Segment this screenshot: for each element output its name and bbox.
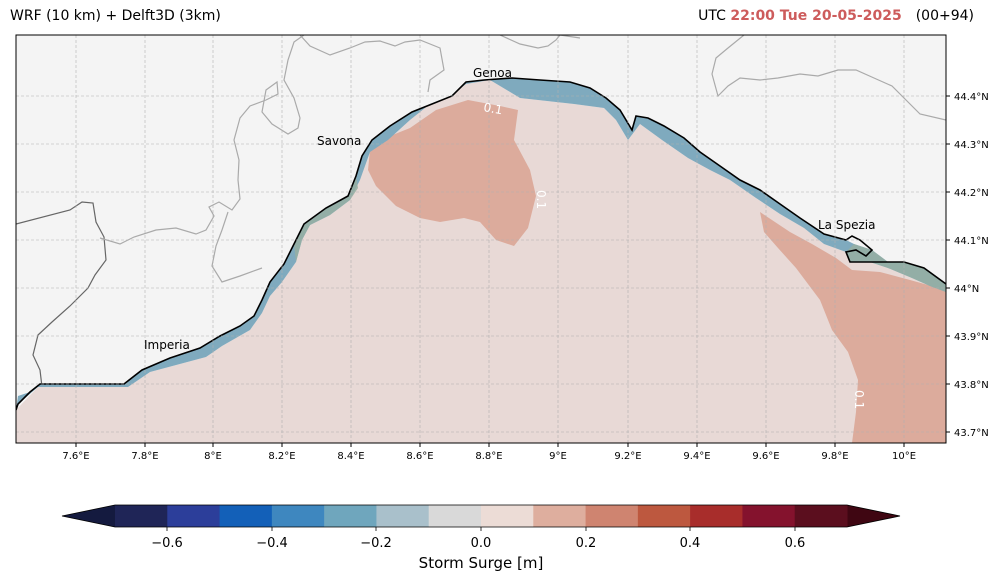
colorbar-cell	[219, 505, 273, 527]
lon-tick-label: 9.2°E	[614, 451, 641, 462]
coastal-strip	[16, 78, 946, 410]
colorbar-tick-label: 0.6	[785, 536, 806, 551]
lon-tick-label: 9.6°E	[752, 451, 779, 462]
lon-tick-label: 9.8°E	[821, 451, 848, 462]
colorbar-cell	[481, 505, 534, 527]
lon-tick-label: 8.2°E	[268, 451, 295, 462]
colorbar-cell	[585, 505, 639, 527]
colorbar-cell	[167, 505, 221, 527]
lat-tick-label: 44.3°N	[954, 140, 989, 151]
lat-tick-label: 43.8°N	[954, 380, 989, 391]
map-title: WRF (10 km) + Delft3D (3km)	[10, 8, 221, 24]
city-label-imperia: Imperia	[144, 338, 190, 352]
lon-tick-label: 9.4°E	[683, 451, 710, 462]
lon-tick-label: 7.6°E	[62, 451, 89, 462]
coastline	[16, 77, 946, 411]
colorbar-tick-label: 0.0	[471, 536, 492, 551]
colorbar: −0.6 −0.4 −0.2 0.0 0.2 0.4 0.6 Storm Sur…	[61, 504, 901, 572]
lon-tick-label: 10°E	[892, 451, 916, 462]
coastal-strip-green-east	[846, 244, 946, 292]
colorbar-tick-label: 0.4	[680, 536, 701, 551]
surge-zone-genoa	[368, 100, 536, 246]
sea-area	[16, 80, 946, 443]
lon-tick-label: 8.6°E	[406, 451, 433, 462]
lon-tick-label: 7.8°E	[131, 451, 158, 462]
valid-time: 22:00 Tue 20-05-2025	[730, 8, 902, 24]
colorbar-tick-label: −0.4	[256, 536, 288, 551]
lon-tick-label: 8.4°E	[337, 451, 364, 462]
lat-tick-label: 44.1°N	[954, 236, 989, 247]
contour-label: 0.1	[852, 390, 866, 409]
lon-tick-label: 8°E	[204, 451, 222, 462]
colorbar-cell	[533, 505, 587, 527]
forecast-time-header: UTC 22:00 Tue 20-05-2025 (00+94)	[698, 8, 974, 24]
lat-axis: 44.4°N 44.3°N 44.2°N 44.1°N 44°N 43.9°N …	[946, 92, 989, 439]
city-label-la-spezia: La Spezia	[818, 218, 875, 232]
lat-tick-label: 44.4°N	[954, 92, 989, 103]
contour-label: 0.1	[534, 190, 548, 209]
surge-zone-east	[760, 212, 946, 443]
contour-label: 0.1	[482, 100, 503, 117]
lat-tick-label: 43.7°N	[954, 428, 989, 439]
lat-tick-label: 43.9°N	[954, 332, 989, 343]
lon-axis: 7.6°E 7.8°E 8°E 8.2°E 8.4°E 8.6°E 8.8°E …	[62, 443, 916, 462]
colorbar-cell	[794, 505, 848, 527]
lon-tick-label: 8.8°E	[475, 451, 502, 462]
graticule	[16, 35, 946, 443]
colorbar-cell	[376, 505, 430, 527]
city-label-savona: Savona	[317, 134, 361, 148]
colorbar-cell	[428, 505, 482, 527]
colorbar-tick-label: −0.6	[151, 536, 183, 551]
map-panel: 0.1 0.1 0.1 Genoa Savona La Spezia Imper…	[15, 34, 947, 444]
colorbar-cell	[115, 505, 168, 527]
city-label-genoa: Genoa	[473, 66, 512, 80]
colorbar-cell	[324, 505, 377, 527]
colorbar-cell	[637, 505, 691, 527]
map-frame	[15, 34, 947, 444]
land-boundaries	[16, 35, 946, 388]
utc-label: UTC	[698, 8, 726, 24]
lat-tick-label: 44°N	[954, 284, 979, 295]
colorbar-cells	[115, 505, 848, 527]
colorbar-label: Storm Surge [m]	[419, 554, 544, 572]
colorbar-cell	[690, 505, 743, 527]
lat-tick-label: 44.2°N	[954, 188, 989, 199]
colorbar-tick-label: 0.2	[576, 536, 597, 551]
lon-tick-label: 9°E	[549, 451, 567, 462]
colorbar-outline	[61, 504, 901, 528]
colorbar-cell	[742, 505, 796, 527]
colorbar-extend-high	[847, 505, 900, 527]
colorbar-extend-low	[62, 505, 115, 527]
colorbar-tick-label: −0.2	[360, 536, 392, 551]
colorbar-cell	[271, 505, 325, 527]
forecast-step: (00+94)	[915, 8, 974, 24]
